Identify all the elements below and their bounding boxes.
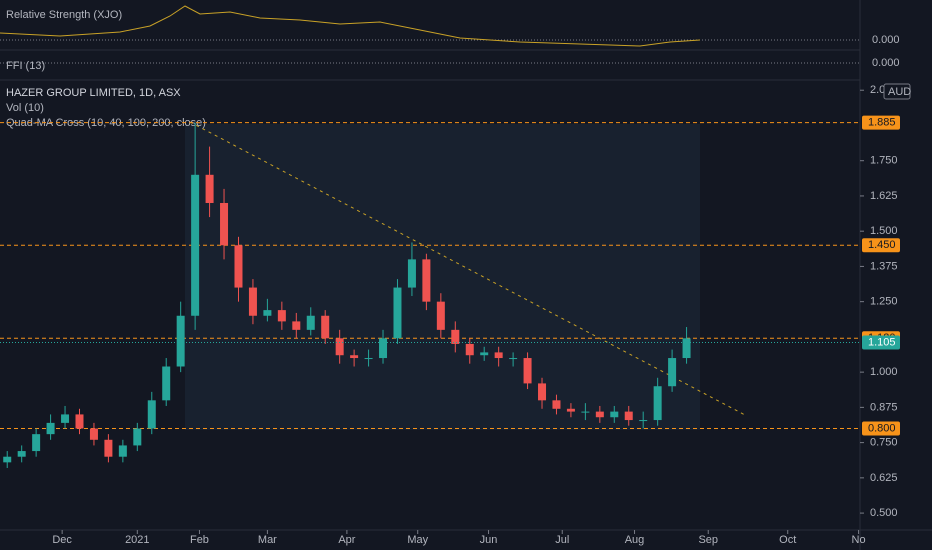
x-tick-label: Feb: [190, 534, 209, 546]
candle-body: [205, 174, 214, 203]
candle-body: [3, 456, 12, 463]
candle-body: [595, 411, 604, 418]
candle-body: [176, 315, 185, 367]
candle-body: [350, 355, 359, 359]
candle-body: [104, 439, 113, 457]
level-label: 1.450: [868, 239, 896, 251]
y-tick-label: 1.000: [870, 366, 898, 378]
candle-body: [624, 411, 633, 421]
level-label: 0.800: [868, 422, 896, 434]
candle-body: [610, 411, 619, 418]
candle-body: [147, 400, 156, 429]
candle-body: [465, 343, 474, 356]
candle-body: [133, 428, 142, 446]
currency-label: AUD: [888, 86, 911, 98]
candle-body: [653, 386, 662, 421]
candle-body: [191, 174, 200, 316]
candle-body: [668, 358, 677, 387]
y-tick-label: 0.750: [870, 437, 898, 449]
y-tick-label: 1.375: [870, 260, 898, 272]
candle-body: [364, 358, 373, 360]
candle-body: [46, 422, 55, 435]
x-tick-label: Apr: [338, 534, 355, 546]
candle-body: [321, 315, 330, 339]
candle-body: [566, 408, 575, 412]
x-tick-label: Mar: [258, 534, 277, 546]
candle-body: [32, 434, 41, 452]
level-badge: [862, 238, 900, 253]
x-tick-label: May: [407, 534, 428, 546]
x-tick-label: Dec: [52, 534, 72, 546]
x-tick-label: Aug: [625, 534, 645, 546]
candle-body: [162, 366, 171, 401]
y-tick-label: 0.625: [870, 472, 898, 484]
candle-body: [220, 202, 229, 246]
y-tick-label: 1.250: [870, 296, 898, 308]
x-tick-label: 2021: [125, 534, 149, 546]
pane-title: FFI (13): [6, 60, 45, 72]
y-tick-label: 0.875: [870, 401, 898, 413]
x-tick-label: Oct: [779, 534, 796, 546]
candle-body: [451, 329, 460, 344]
candle-body: [639, 420, 648, 422]
chart-title: HAZER GROUP LIMITED, 1D, ASX: [6, 87, 181, 99]
y-tick-label: 1.750: [870, 155, 898, 167]
candle-body: [75, 414, 84, 429]
y-tick-label: 0.500: [870, 507, 898, 519]
x-tick-label: Jun: [480, 534, 498, 546]
y-tick-label: 1.625: [870, 190, 898, 202]
level-badge: [862, 421, 900, 436]
candle-body: [61, 414, 70, 423]
x-tick-label: Sep: [698, 534, 718, 546]
candle-body: [436, 301, 445, 330]
candle-body: [552, 400, 561, 409]
candle-body: [393, 287, 402, 339]
candle-body: [263, 310, 272, 316]
x-tick-label: Jul: [555, 534, 569, 546]
candle-body: [682, 338, 691, 359]
candle-body: [292, 321, 301, 330]
currency-badge: [883, 83, 911, 100]
candle-body: [17, 451, 26, 457]
candle-body: [379, 338, 388, 359]
y-tick-label: 1.500: [870, 225, 898, 237]
candle-body: [118, 445, 127, 457]
candle-body: [494, 352, 503, 359]
candle-body: [277, 310, 286, 322]
indicator-label: Vol (10): [6, 102, 44, 114]
candle-body: [422, 259, 431, 302]
candle-body: [248, 287, 257, 316]
pane-title: Relative Strength (XJO): [6, 9, 122, 21]
pane-value: 0.000: [872, 57, 900, 69]
x-tick-label: No: [852, 534, 866, 546]
last-price-label: 1.105: [868, 336, 896, 348]
candle-body: [581, 411, 590, 413]
relative-strength-line: [0, 5, 701, 47]
candle-body: [335, 338, 344, 356]
candle-body: [480, 352, 489, 356]
pane-value: 0.000: [872, 34, 900, 46]
candle-body: [407, 259, 416, 288]
volume-profile-area: [185, 124, 700, 430]
candle-body: [509, 358, 518, 360]
level-badge: [862, 115, 900, 130]
candle-body: [89, 428, 98, 440]
level-label: 1.885: [868, 117, 896, 129]
candle-body: [306, 315, 315, 330]
candle-body: [538, 383, 547, 401]
candle-body: [234, 245, 243, 288]
candle-body: [523, 358, 532, 384]
last-price-badge: [862, 335, 900, 350]
